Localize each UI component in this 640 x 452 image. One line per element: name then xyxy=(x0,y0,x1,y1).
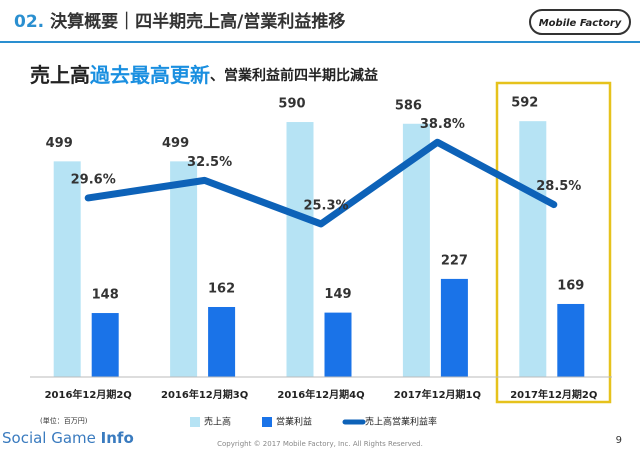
bar xyxy=(324,312,352,377)
legend-swatch xyxy=(190,417,200,427)
subtitle-part: 、営業利益前四半期比減益 xyxy=(210,67,378,84)
logo: Mobile Factory xyxy=(539,18,622,29)
bar xyxy=(519,121,547,378)
rate-label: 32.5% xyxy=(187,155,232,170)
value-label: 148 xyxy=(92,288,119,303)
watermark: Social Game Info xyxy=(2,429,134,447)
rate-label: 28.5% xyxy=(536,179,581,194)
bar xyxy=(208,306,236,377)
value-label: 592 xyxy=(511,96,538,111)
value-label: 227 xyxy=(441,253,468,268)
rate-line xyxy=(84,138,558,228)
rate-label: 38.8% xyxy=(420,117,465,132)
logo-frame xyxy=(529,9,631,35)
value-label: 149 xyxy=(324,287,351,302)
value-label: 162 xyxy=(208,281,235,296)
watermark-part: Social Game xyxy=(2,429,101,447)
value-label: 586 xyxy=(395,98,422,113)
value-label: 169 xyxy=(557,278,584,293)
legend-label: 売上高営業利益率 xyxy=(365,416,437,428)
x-tick-label: 2016年12月期4Q xyxy=(277,388,364,401)
bar xyxy=(557,303,585,377)
rate-label: 29.6% xyxy=(71,172,116,187)
x-tick-label: 2017年12月期2Q xyxy=(510,388,597,401)
value-label: 499 xyxy=(162,136,189,151)
x-tick-label: 2017年12月期1Q xyxy=(394,388,481,401)
x-tick-label: 2016年12月期2Q xyxy=(45,388,132,401)
title-text: 決算概要｜四半期売上高/営業利益推移 xyxy=(50,11,345,32)
subtitle: 売上高過去最高更新、営業利益前四半期比減益 xyxy=(30,63,378,87)
unit-note: (単位：百万円) xyxy=(40,416,88,425)
bar xyxy=(170,161,198,377)
subtitle-part: 過去最高更新 xyxy=(90,63,210,87)
slide-title: 02. 決算概要｜四半期売上高/営業利益推移 xyxy=(14,11,345,32)
section-number: 02. xyxy=(14,12,44,32)
value-label: 499 xyxy=(46,136,73,151)
legend-label: 売上高 xyxy=(204,416,231,428)
value-label: 590 xyxy=(278,97,305,112)
legend-label: 営業利益 xyxy=(276,416,312,428)
copyright: Copyright © 2017 Mobile Factory, Inc. Al… xyxy=(217,440,423,448)
subtitle-part: 売上高 xyxy=(30,63,90,87)
rate-label: 25.3% xyxy=(303,198,348,213)
bar xyxy=(53,161,81,377)
page-number: 9 xyxy=(616,435,622,446)
highlight-box xyxy=(495,81,612,404)
watermark-part: Info xyxy=(101,429,134,447)
bar xyxy=(286,122,314,378)
bar xyxy=(440,278,468,377)
bar xyxy=(91,313,119,377)
x-tick-label: 2016年12月期3Q xyxy=(161,388,248,401)
legend-swatch xyxy=(262,417,272,427)
